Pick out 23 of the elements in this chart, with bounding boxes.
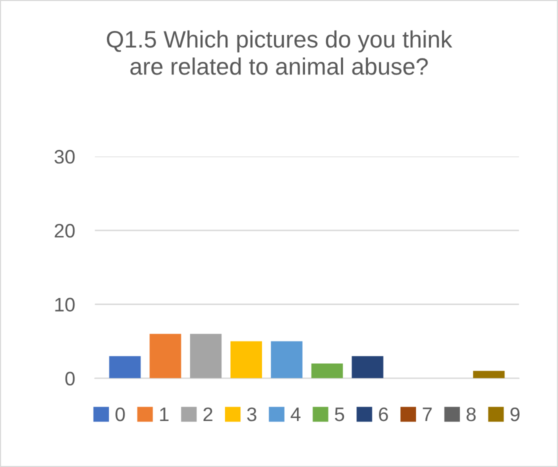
chart-title: Q1.5 Which pictures do you think are related to animal abuse? <box>106 30 452 75</box>
legend-label: 7 <box>422 408 432 422</box>
bar <box>109 356 141 378</box>
bar <box>150 334 182 378</box>
bar <box>311 363 343 378</box>
legend-label: 4 <box>290 408 300 422</box>
legend-label: 8 <box>466 407 476 422</box>
legend-label: 0 <box>116 407 125 422</box>
legend-label: 2 <box>203 407 212 422</box>
bar <box>230 341 262 378</box>
y-tick-label: 30 <box>54 150 75 164</box>
y-tick-label: 10 <box>55 298 75 312</box>
bar <box>473 370 505 378</box>
y-tick-label: 20 <box>54 224 75 238</box>
bar <box>190 334 222 378</box>
legend-label: 9 <box>510 407 520 422</box>
bar <box>352 356 384 378</box>
bar <box>270 341 302 378</box>
legend-label: 1 <box>160 408 169 422</box>
legend-label: 5 <box>334 408 344 422</box>
y-tick-label: 0 <box>65 372 75 386</box>
legend-label: 6 <box>378 407 388 422</box>
legend-label: 3 <box>247 407 256 422</box>
